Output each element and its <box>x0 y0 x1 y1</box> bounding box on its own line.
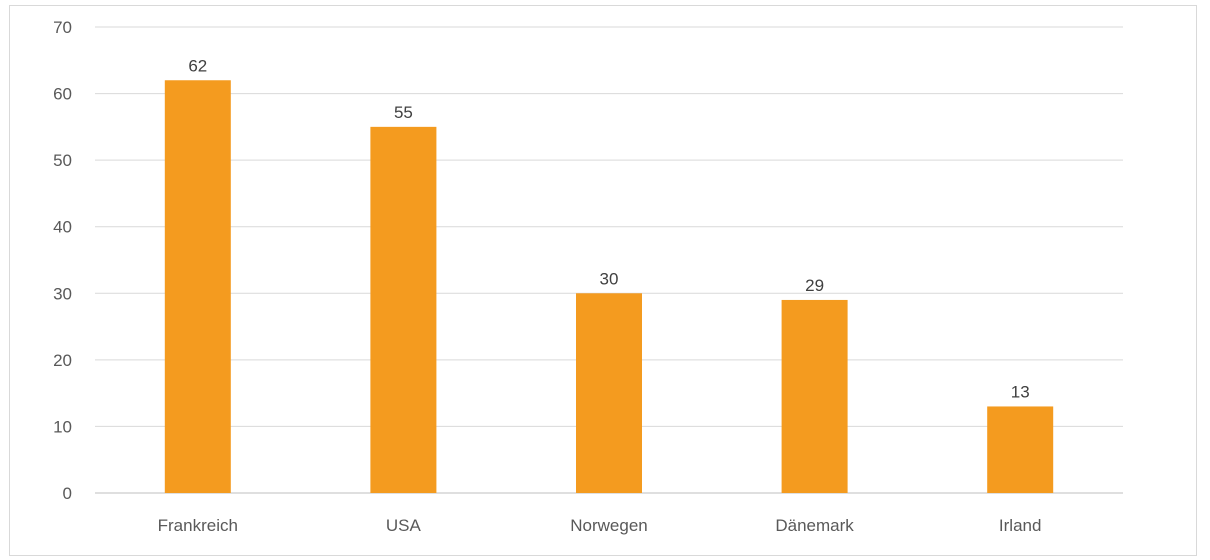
data-label: 30 <box>600 269 619 288</box>
data-label: 13 <box>1011 382 1030 401</box>
x-tick-label: Norwegen <box>570 516 648 535</box>
bar-dänemark <box>781 299 848 493</box>
bar-frankreich <box>164 80 231 493</box>
data-label: 29 <box>805 276 824 295</box>
data-label: 62 <box>188 56 207 75</box>
y-tick-label: 30 <box>53 284 72 303</box>
y-tick-label: 20 <box>53 351 72 370</box>
bar-norwegen <box>576 293 642 493</box>
gridlines <box>95 26 1123 427</box>
y-tick-label: 60 <box>53 85 72 104</box>
y-tick-label: 70 <box>53 18 72 37</box>
bars <box>164 80 1054 493</box>
x-tick-label: Irland <box>999 516 1042 535</box>
labels: 0 10 20 30 40 50 60 70 62 Frankreich 55 USA 30 Norweg… <box>53 18 1041 535</box>
y-tick-label: 10 <box>53 417 72 436</box>
x-tick-label: Dänemark <box>775 516 854 535</box>
y-tick-label: 40 <box>53 218 72 237</box>
x-tick-label: USA <box>386 516 422 535</box>
bar-irland <box>987 406 1054 493</box>
y-tick-label: 50 <box>53 151 72 170</box>
data-label: 55 <box>394 103 413 122</box>
bar-usa <box>370 126 437 493</box>
y-tick-label: 0 <box>63 484 72 503</box>
x-tick-label: Frankreich <box>158 516 238 535</box>
